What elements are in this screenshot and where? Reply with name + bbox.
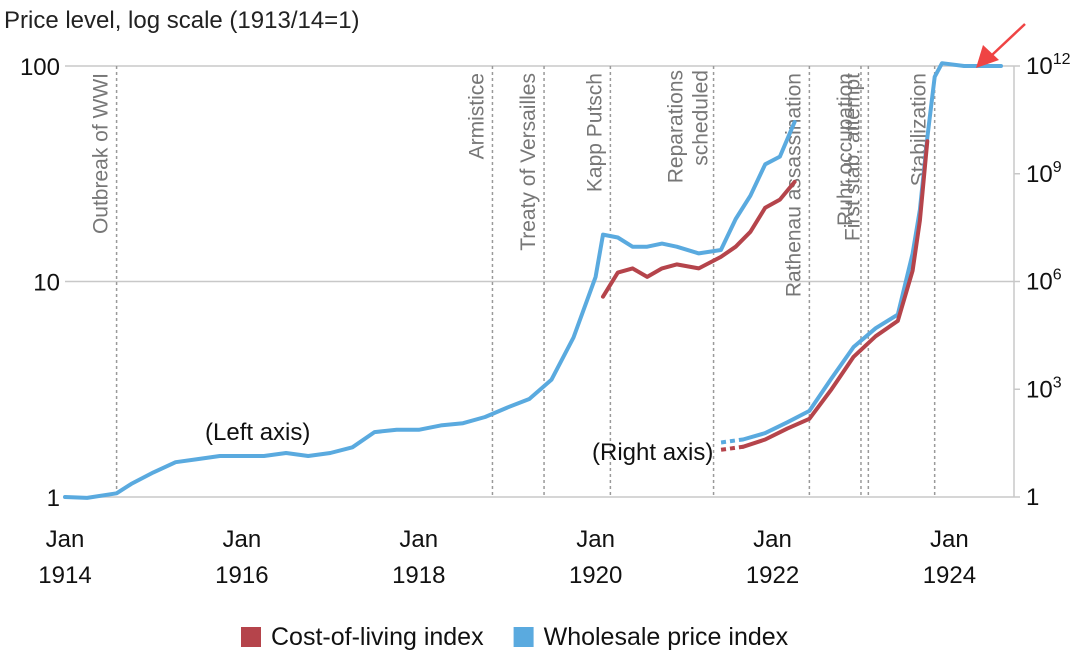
event-label: Ruhr occupation [834, 73, 857, 226]
series-lines [63, 61, 1003, 500]
left-axis-annotation: (Left axis) [205, 419, 310, 446]
event-label: First stab. attempt [841, 73, 864, 241]
event-label: Kapp Putsch [583, 73, 606, 192]
series-line [601, 179, 797, 299]
right-tick-label: 1 [1026, 484, 1039, 511]
legend-swatch [241, 627, 261, 647]
series-lead-in [720, 437, 744, 445]
x-tick-label: Jan [223, 526, 262, 553]
x-tick-label: 1922 [746, 562, 799, 589]
series-lead-in [720, 444, 744, 452]
x-tick-label: 1920 [569, 562, 622, 589]
x-tick-label: Jan [753, 526, 792, 553]
event-label: Treaty of Versailles [517, 73, 540, 251]
x-tick-label: 1914 [38, 562, 91, 589]
series-line [63, 120, 797, 500]
x-tick-label: Jan [930, 526, 969, 553]
legend: Cost-of-living index Wholesale price inde… [241, 623, 789, 651]
legend-label: Cost-of-living index [271, 623, 484, 651]
event-label: Reparationsscheduled [665, 70, 713, 183]
series-line [741, 139, 930, 449]
event-markers: Outbreak of WWI Armistice Treaty of Versai… [90, 66, 936, 497]
x-tick-label: 1916 [215, 562, 268, 589]
event-label: Outbreak of WWI [90, 73, 113, 234]
x-tick-label: 1918 [392, 562, 445, 589]
right-tick-label: 1012 [1026, 51, 1071, 80]
legend-swatch [513, 627, 534, 647]
legend-label: Wholesale price index [544, 623, 789, 651]
chart-title: Price level, log scale (1913/14=1) [4, 7, 360, 34]
right-tick-label: 106 [1026, 267, 1062, 296]
left-tick-label: 10 [33, 270, 60, 297]
grid [65, 65, 1014, 498]
pointer-arrow-icon [976, 23, 1026, 68]
right-tick-label: 109 [1026, 159, 1062, 188]
right-axis-annotation: (Right axis) [592, 439, 713, 466]
x-tick-label: 1924 [923, 562, 976, 589]
x-tick-label: Jan [576, 526, 615, 553]
left-tick-label: 100 [20, 54, 60, 81]
event-label: Armistice [465, 73, 488, 159]
left-tick-label: 1 [47, 485, 60, 512]
x-tick-label: Jan [399, 526, 438, 553]
axes: 1 10 100 1 103 106 109 1012 Jan 1914 Jan 1916 Jan 191… [20, 51, 1071, 589]
x-tick-label: Jan [46, 526, 85, 553]
right-tick-label: 103 [1026, 374, 1062, 403]
